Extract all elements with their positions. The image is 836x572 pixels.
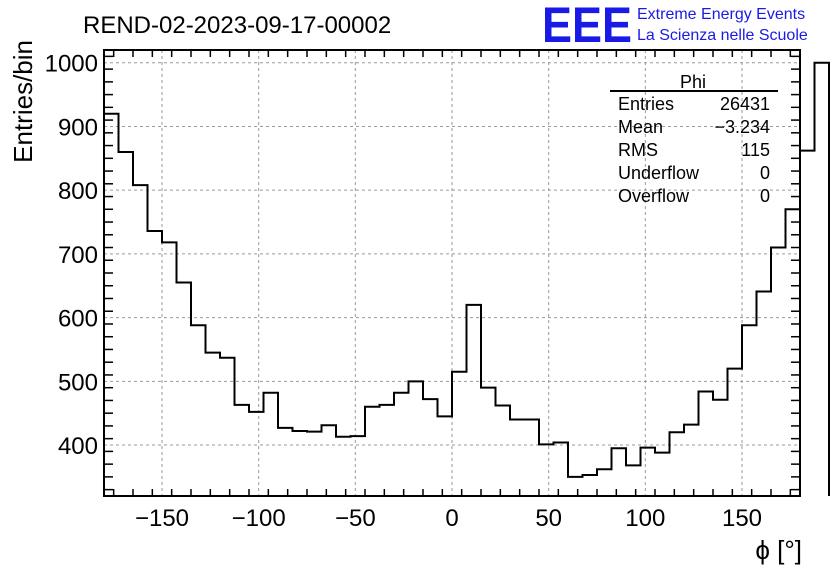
logo-line-2: La Scienza nelle Scuole [637, 27, 808, 44]
eee-logo: EEE Extreme Energy Events La Scienza nel… [542, 0, 808, 53]
y-tick-labels: 400 500 600 700 800 900 1000 [45, 51, 98, 460]
x-axis-label: ϕ [°] [755, 535, 802, 565]
x-tick-label: −50 [335, 505, 376, 532]
stats-box: Phi Entries 26431 Mean −3.234 RMS 115 Underflo… [610, 72, 778, 206]
stats-value: 115 [741, 140, 770, 160]
stats-value: 0 [760, 163, 770, 183]
x-tick-label: 0 [445, 505, 458, 532]
x-tick-label: 100 [625, 505, 665, 532]
y-tick-label: 700 [58, 242, 98, 269]
logo-line-1: Extreme Energy Events [637, 6, 805, 23]
stats-label: Overflow [618, 186, 690, 206]
x-tick-label: −100 [232, 505, 286, 532]
x-tick-labels: −150 −100 −50 0 50 100 150 [135, 505, 762, 532]
y-tick-label: 500 [58, 369, 98, 396]
axis-ticks [104, 50, 800, 496]
stats-label: Entries [618, 94, 674, 114]
stats-label: RMS [618, 140, 658, 160]
grid-lines [104, 50, 800, 496]
chart-title: REND-02-2023-09-17-00002 [83, 12, 391, 39]
y-tick-label: 1000 [45, 51, 98, 78]
stats-value: 0 [760, 186, 770, 206]
y-tick-label: 600 [58, 306, 98, 333]
x-tick-label: 50 [535, 505, 562, 532]
x-tick-label: −150 [135, 505, 189, 532]
histogram-outline [103, 61, 830, 496]
stats-value: 26431 [720, 94, 770, 114]
stats-title: Phi [680, 72, 706, 92]
eee-logo-mark: EEE [542, 0, 632, 53]
stats-label: Underflow [618, 163, 700, 183]
y-tick-label: 800 [58, 178, 98, 205]
stats-label: Mean [618, 117, 663, 137]
x-tick-label: 150 [722, 505, 762, 532]
stats-value: −3.234 [714, 117, 770, 137]
y-tick-label: 400 [58, 433, 98, 460]
y-tick-label: 900 [58, 114, 98, 141]
y-axis-label: Entries/bin [8, 40, 38, 163]
